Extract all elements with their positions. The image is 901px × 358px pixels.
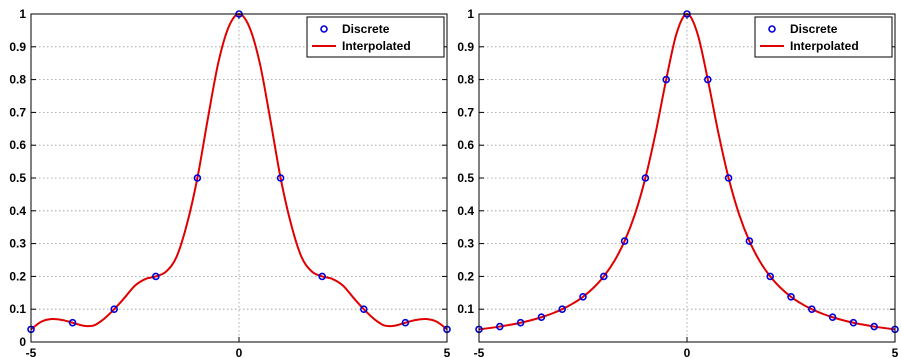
x-tick-label: 5 xyxy=(892,346,899,358)
data-point-discrete xyxy=(276,174,285,182)
data-point-discrete xyxy=(828,313,837,322)
y-tick-label: 0.5 xyxy=(457,171,474,185)
chart-panel-1: 00.10.20.30.40.50.60.70.80.91-5 0 5Discret… xyxy=(9,7,451,358)
y-tick-label: 0 xyxy=(19,335,26,349)
chart-panel-2: 0.1 0.2 0.3 0.4 0.5 0.6 0.7 0.8 0.9 1 -5 0 5 Discrete… xyxy=(457,7,899,358)
y-tick-label: 0.1 xyxy=(9,302,26,316)
y-tick-label: 0.9 xyxy=(457,40,474,54)
data-point-discrete xyxy=(662,75,671,84)
y-tick-label: 1 xyxy=(467,7,474,21)
legend-label: Discrete xyxy=(790,22,838,36)
legend-label: Interpolated xyxy=(342,39,411,53)
y-tick-label: 0.9 xyxy=(9,40,26,54)
data-point-discrete xyxy=(318,272,327,281)
y-tick-label: 0.7 xyxy=(457,105,474,119)
plot-frame xyxy=(478,13,896,343)
data-point-discrete xyxy=(558,305,567,314)
y-tick-label: 1 xyxy=(19,7,26,21)
legend-marker-discrete xyxy=(320,25,328,33)
y-tick-label: 0.8 xyxy=(9,73,26,87)
y-tick-label: 0.6 xyxy=(9,138,26,152)
legend-box xyxy=(306,16,445,58)
data-point-discrete xyxy=(359,305,368,314)
legend-label: Interpolated xyxy=(790,39,859,53)
x-tick-label: -5 xyxy=(474,346,485,358)
x-tick-label: -5 xyxy=(26,346,37,358)
data-point-discrete xyxy=(516,318,525,327)
x-tick-label: 5 xyxy=(444,346,451,358)
legend-box xyxy=(754,16,893,58)
data-point-discrete xyxy=(193,174,202,182)
y-tick-label: 0.8 xyxy=(457,73,474,87)
data-point-discrete xyxy=(745,237,754,245)
data-point-discrete xyxy=(68,318,77,327)
data-point-discrete xyxy=(870,322,879,331)
data-point-discrete xyxy=(620,237,629,245)
data-point-discrete xyxy=(807,305,816,314)
y-tick-label: 0.4 xyxy=(9,204,26,218)
plot-frame xyxy=(30,13,448,343)
data-point-discrete xyxy=(599,272,608,281)
data-point-discrete xyxy=(703,75,712,84)
y-tick-label: 0.2 xyxy=(9,269,26,283)
data-point-discrete xyxy=(849,318,858,327)
y-tick-label: 0.7 xyxy=(9,105,26,119)
data-point-discrete xyxy=(766,272,775,281)
legend: Discrete Interpolated xyxy=(754,16,893,58)
data-point-discrete xyxy=(641,174,650,182)
data-point-discrete xyxy=(537,313,546,322)
x-tick-label: 0 xyxy=(684,346,691,358)
y-tick-label: 0.3 xyxy=(457,237,474,251)
legend: Discrete Interpolated xyxy=(306,16,445,58)
y-tick-label: 0.6 xyxy=(457,138,474,152)
y-tick-label: 0.4 xyxy=(457,204,474,218)
y-tick-label: 0.5 xyxy=(9,171,26,185)
data-point-discrete xyxy=(787,292,795,301)
data-point-discrete xyxy=(724,174,733,182)
x-tick-label: 0 xyxy=(236,346,243,358)
data-point-discrete xyxy=(152,272,160,281)
data-point-discrete xyxy=(495,322,504,331)
data-point-discrete xyxy=(401,318,410,327)
y-tick-label: 0.2 xyxy=(457,269,474,283)
y-tick-label: 0.1 xyxy=(457,302,474,316)
legend-marker-discrete xyxy=(768,25,776,33)
legend-label: Discrete xyxy=(342,22,390,36)
y-tick-label: 0.3 xyxy=(9,237,26,251)
data-point-discrete xyxy=(579,292,587,301)
data-point-discrete xyxy=(110,305,118,314)
